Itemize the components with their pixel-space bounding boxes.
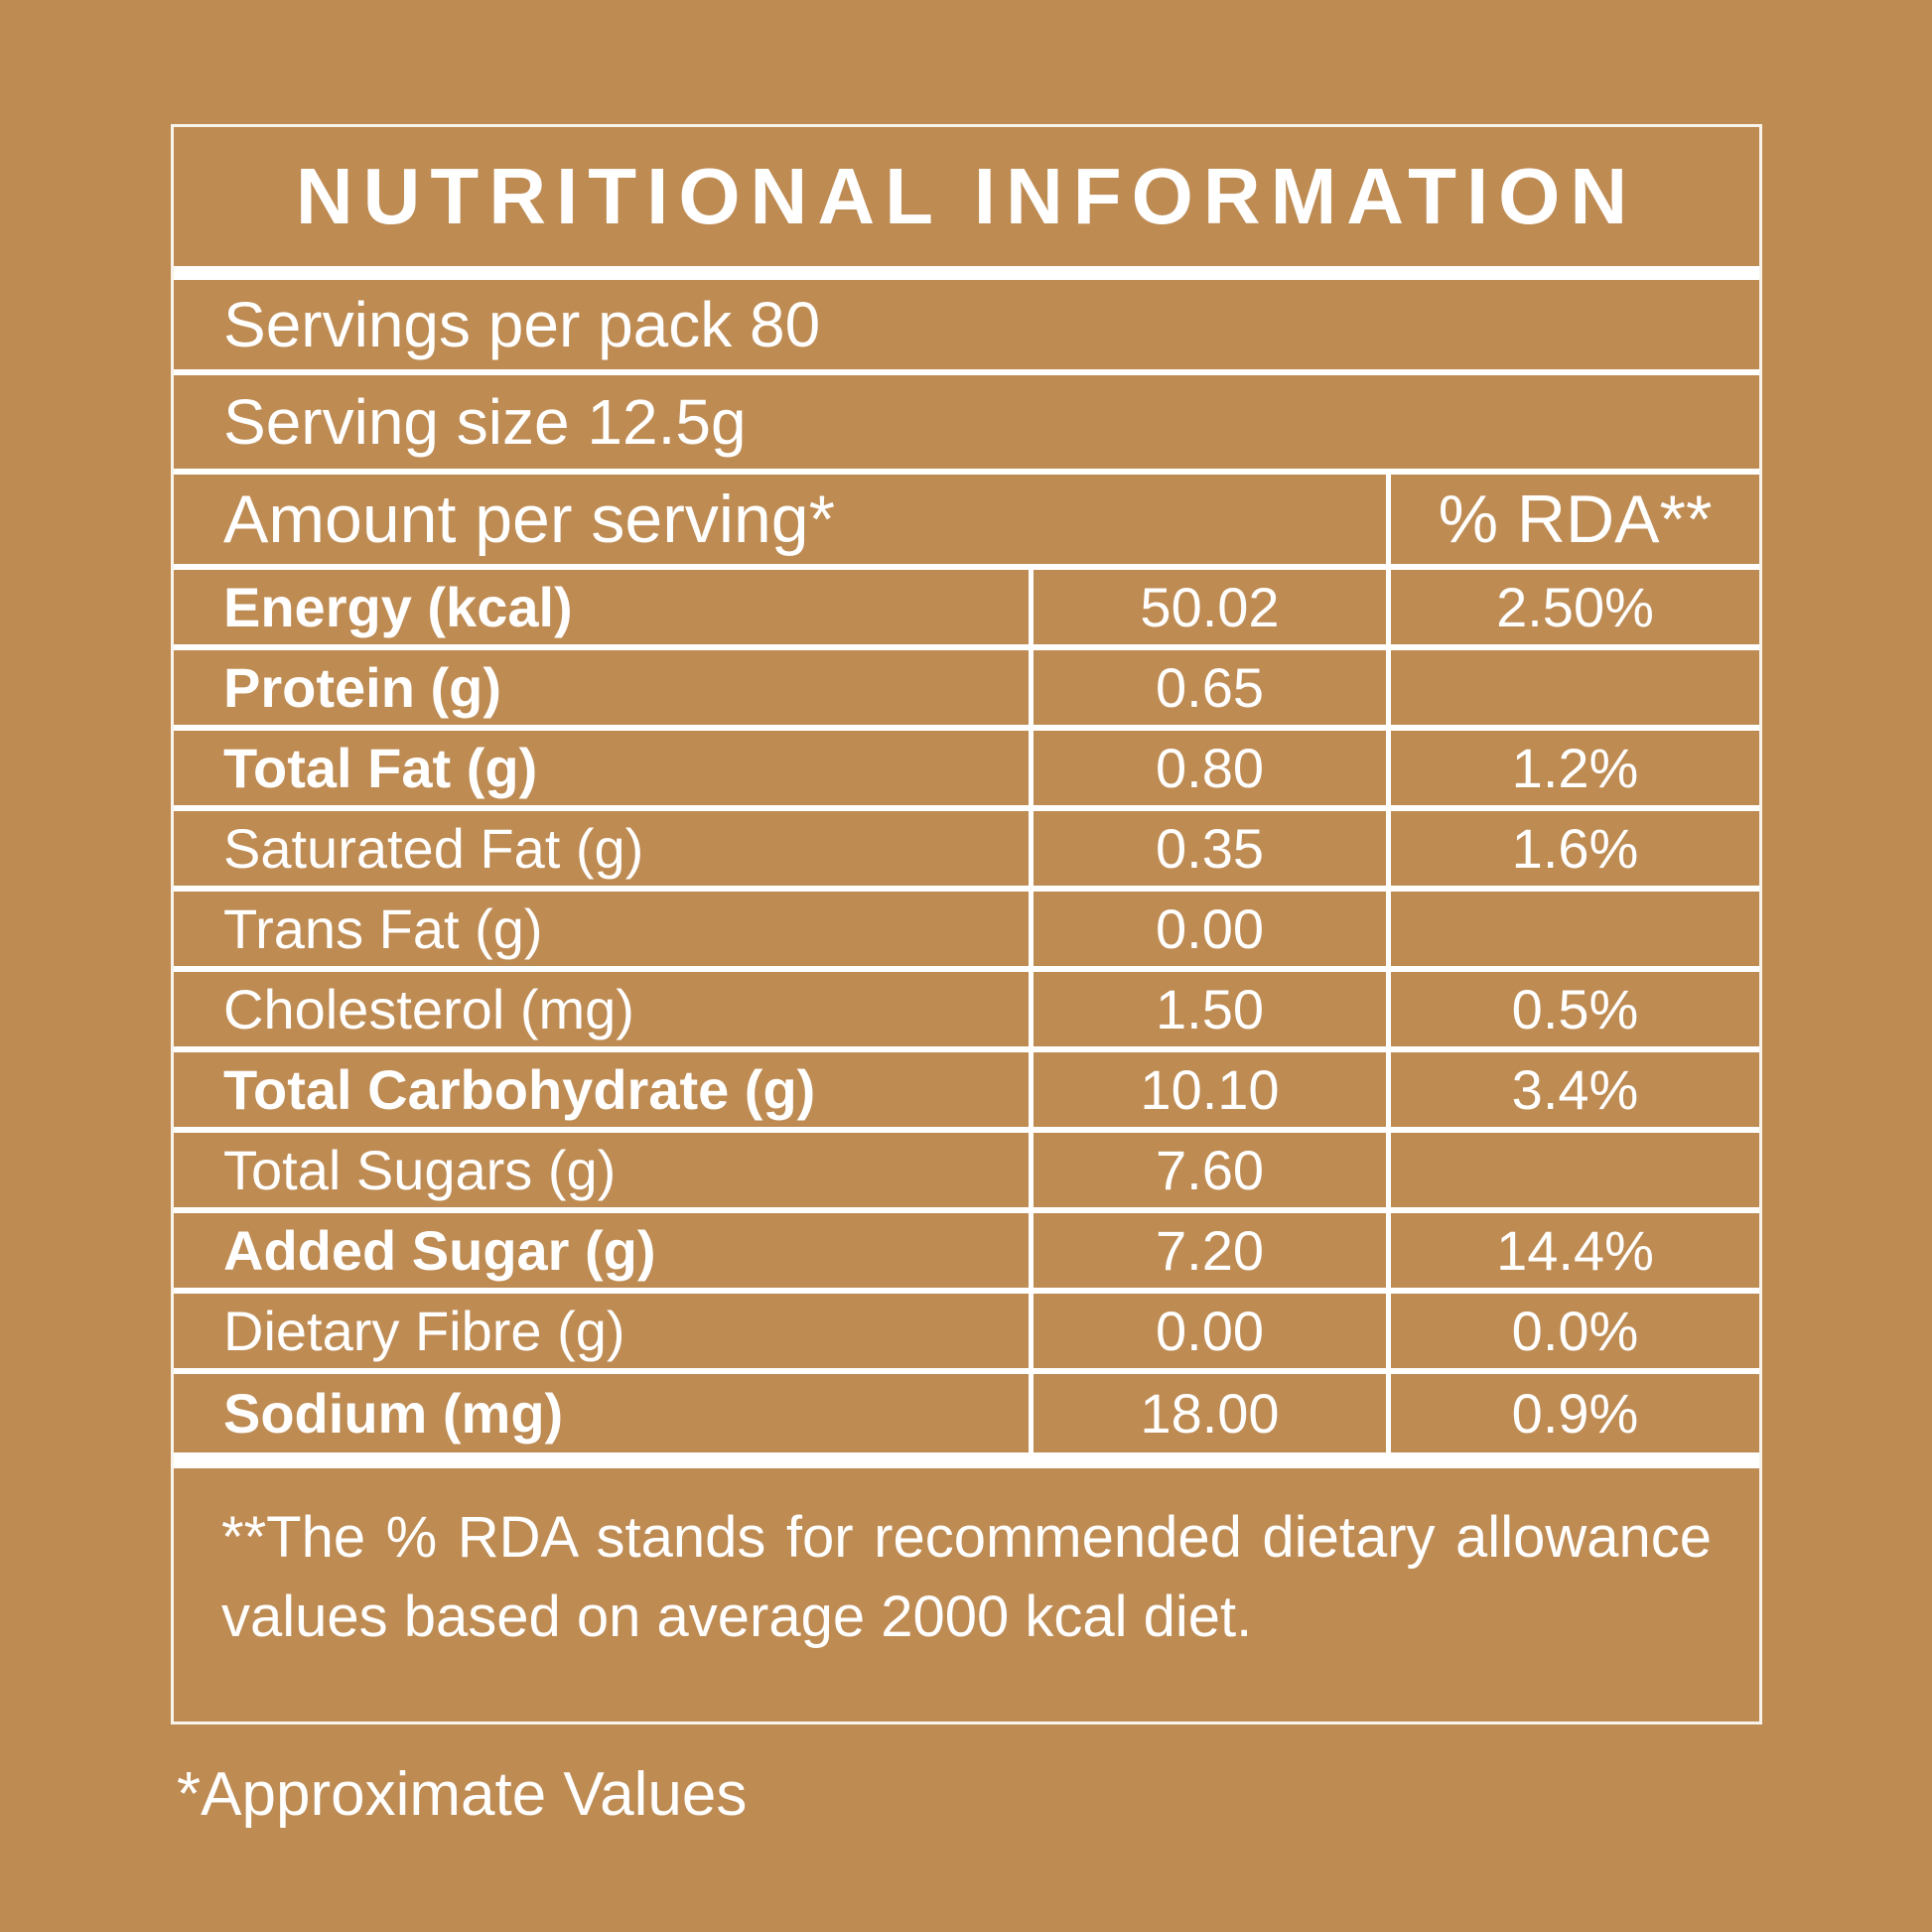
serving-size-row: Serving size 12.5g — [174, 375, 1759, 475]
row-rda — [1391, 892, 1759, 966]
header-rda: % RDA** — [1438, 482, 1713, 557]
row-value: 18.00 — [1034, 1374, 1391, 1452]
row-value: 0.00 — [1034, 1294, 1391, 1368]
row-value: 0.65 — [1034, 650, 1391, 725]
row-label: Total Carbohydrate (g) — [174, 1052, 1034, 1127]
table-row: Total Carbohydrate (g) 10.10 3.4% — [174, 1052, 1759, 1133]
row-value: 0.80 — [1034, 731, 1391, 805]
rda-footnote: **The % RDA stands for recommended dieta… — [221, 1505, 1712, 1650]
row-label: Trans Fat (g) — [174, 892, 1034, 966]
table-row: Total Sugars (g) 7.60 — [174, 1133, 1759, 1213]
title-divider — [174, 266, 1759, 280]
row-value: 50.02 — [1034, 570, 1391, 644]
table-row: Protein (g) 0.65 — [174, 650, 1759, 731]
approximate-values-note: *Approximate Values — [177, 1760, 748, 1829]
table-row: Total Fat (g) 0.80 1.2% — [174, 731, 1759, 811]
row-rda: 3.4% — [1511, 1058, 1639, 1121]
row-value: 10.10 — [1034, 1052, 1391, 1127]
row-label: Saturated Fat (g) — [174, 811, 1034, 886]
table-header-row: Amount per serving* % RDA** — [174, 475, 1759, 570]
row-rda: 0.9% — [1511, 1382, 1639, 1445]
row-label: Sodium (mg) — [174, 1374, 1034, 1452]
row-label: Dietary Fibre (g) — [174, 1294, 1034, 1368]
row-rda: 1.6% — [1511, 817, 1639, 880]
row-value: 7.60 — [1034, 1133, 1391, 1207]
row-rda — [1391, 650, 1759, 725]
table-row: Sodium (mg) 18.00 0.9% — [174, 1374, 1759, 1452]
table-row: Dietary Fibre (g) 0.00 0.0% — [174, 1294, 1759, 1374]
row-rda — [1391, 1133, 1759, 1207]
header-amount-per-serving: Amount per serving* — [174, 475, 1391, 564]
row-value: 0.00 — [1034, 892, 1391, 966]
panel-title-section: NUTRITIONAL INFORMATION — [174, 127, 1759, 266]
row-label: Total Fat (g) — [174, 731, 1034, 805]
row-label: Added Sugar (g) — [174, 1213, 1034, 1288]
table-row: Added Sugar (g) 7.20 14.4% — [174, 1213, 1759, 1294]
row-value: 1.50 — [1034, 972, 1391, 1046]
serving-size-text: Serving size 12.5g — [223, 386, 747, 458]
row-label: Energy (kcal) — [174, 570, 1034, 644]
row-rda: 0.5% — [1511, 978, 1639, 1040]
table-row: Energy (kcal) 50.02 2.50% — [174, 570, 1759, 650]
table-row: Saturated Fat (g) 0.35 1.6% — [174, 811, 1759, 892]
row-label: Protein (g) — [174, 650, 1034, 725]
nutrition-facts-panel: NUTRITIONAL INFORMATION Servings per pac… — [171, 124, 1762, 1725]
row-label: Total Sugars (g) — [174, 1133, 1034, 1207]
row-value: 0.35 — [1034, 811, 1391, 886]
row-value: 7.20 — [1034, 1213, 1391, 1288]
row-rda: 2.50% — [1496, 576, 1654, 638]
row-rda: 1.2% — [1511, 737, 1639, 799]
row-label: Cholesterol (mg) — [174, 972, 1034, 1046]
footer-divider — [174, 1452, 1759, 1468]
panel-title: NUTRITIONAL INFORMATION — [295, 152, 1638, 240]
table-row: Trans Fat (g) 0.00 — [174, 892, 1759, 972]
row-rda: 14.4% — [1496, 1219, 1654, 1282]
table-row: Cholesterol (mg) 1.50 0.5% — [174, 972, 1759, 1052]
servings-per-pack-row: Servings per pack 80 — [174, 280, 1759, 375]
servings-per-pack-text: Servings per pack 80 — [223, 289, 821, 360]
row-rda: 0.0% — [1511, 1300, 1639, 1362]
